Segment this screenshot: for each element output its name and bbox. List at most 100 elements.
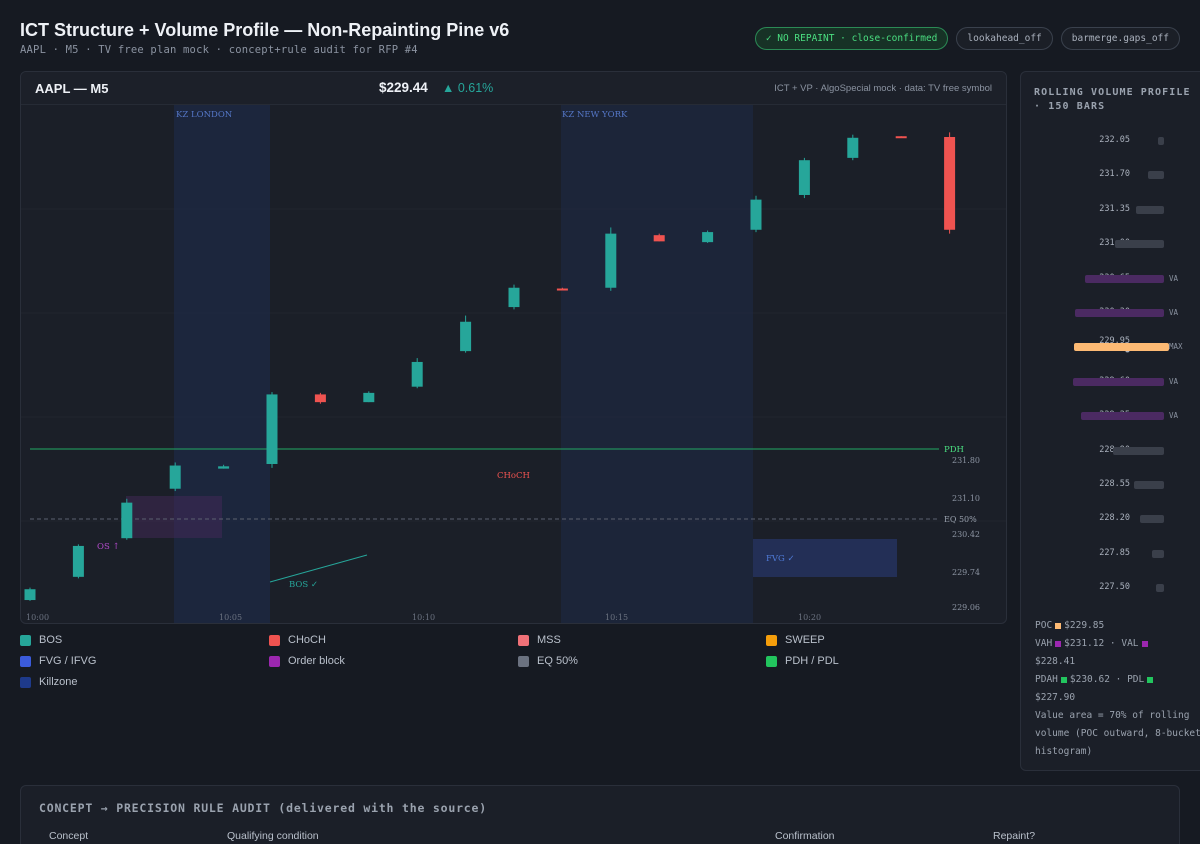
candle-body <box>653 235 665 242</box>
pdah-value: $230.62 · PDL <box>1069 674 1145 685</box>
volume-profile-row[interactable]: 232.05 <box>1021 134 1200 148</box>
volume-profile-bar <box>1135 205 1164 214</box>
volume-profile-bar <box>1115 240 1164 249</box>
legend-item[interactable]: CHoCH <box>269 634 326 646</box>
legend-item[interactable]: Killzone <box>20 676 78 688</box>
candle-body <box>363 392 375 403</box>
eq-label: EQ 50% <box>944 515 977 524</box>
candle-body <box>121 502 133 539</box>
volume-profile-panel: ROLLING VOLUME PROFILE · 150 BARS POC $22… <box>1020 71 1200 771</box>
volume-profile-title: ROLLING VOLUME PROFILE · 150 BARS <box>1034 87 1191 112</box>
time-tick-label: 10:10 <box>412 613 435 622</box>
pdh-label: PDH <box>944 445 964 455</box>
volume-profile-bar <box>1073 377 1164 386</box>
lookahead-badge[interactable]: lookahead_off <box>956 27 1053 50</box>
chart-legend: BOS CHoCH MSS SWEEP FVG / IFVG Order block EQ … <box>20 634 1020 698</box>
legend-item[interactable]: BOS <box>20 634 62 646</box>
candle-body <box>266 394 278 464</box>
legend-item[interactable]: MSS <box>518 634 561 646</box>
volume-profile-price: 232.05 <box>1099 135 1130 145</box>
legend-item[interactable]: Order block <box>269 655 345 667</box>
chart-panel: KZ LONDON KZ NEW YORK FVG ✓ PDH EQ 50% CHoCH O… <box>20 71 1007 624</box>
candle-body <box>798 160 810 195</box>
chart-meta: ICT + VP · AlgoSpecial mock · data: TV f… <box>774 83 992 94</box>
volume-profile-bar <box>1147 171 1164 180</box>
volume-profile-row[interactable]: 227.85 <box>1021 547 1200 561</box>
volume-profile-row[interactable]: 227.50 <box>1021 581 1200 595</box>
barmerge-badge[interactable]: barmerge.gaps_off <box>1060 27 1180 50</box>
legend-label: Killzone <box>39 676 78 688</box>
volume-profile-price: 231.70 <box>1099 169 1130 180</box>
volume-profile-row[interactable]: 229.25VA <box>1021 409 1200 423</box>
order-block-zone <box>126 496 222 538</box>
legend-item[interactable]: EQ 50% <box>518 655 578 667</box>
legend-item[interactable]: PDH / PDL <box>766 655 839 667</box>
legend-swatch <box>20 634 31 646</box>
candle-body <box>750 199 762 230</box>
y-tick-label: 231.80 <box>952 456 980 465</box>
volume-profile-tag: VA <box>1169 376 1179 386</box>
volume-profile-bar <box>1157 137 1164 145</box>
killzone-london-label: KZ LONDON <box>176 110 233 120</box>
volume-profile-price: 228.55 <box>1099 479 1130 489</box>
audit-col-concept[interactable]: Concept <box>49 830 89 842</box>
volume-profile-row[interactable]: 229.95 ●MAX <box>1021 337 1200 355</box>
candle-body <box>72 545 84 577</box>
legend-label: FVG / IFVG <box>39 655 97 667</box>
order-block-label: OS ↑ <box>97 542 120 552</box>
volume-profile-row[interactable]: 229.60VA <box>1021 375 1200 389</box>
y-tick-label: 230.42 <box>952 530 980 539</box>
bos-label: BOS ✓ <box>289 580 318 590</box>
pdl-value: $227.90 <box>1035 692 1076 703</box>
chart-price: $229.44 <box>379 80 428 95</box>
volume-profile-price: 227.85 <box>1099 547 1130 558</box>
volume-profile-row[interactable]: 230.30VA <box>1021 306 1200 320</box>
candle-body <box>169 465 181 489</box>
volume-profile-row[interactable]: 228.55 <box>1021 478 1200 492</box>
time-tick-label: 10:00 <box>26 613 49 622</box>
volume-profile-footer: POC $229.85 VAH $231.12 · VAL $228.41 PDAH… <box>1035 617 1200 761</box>
legend-label: Order block <box>288 655 345 667</box>
chart-header: AAPL — M5 $229.44 ▲ 0.61% ICT + VP · Alg… <box>21 72 1006 105</box>
time-tick-label: 10:05 <box>219 613 242 622</box>
vah-swatch <box>1055 640 1062 647</box>
volume-profile-row[interactable]: 231.00 <box>1021 237 1200 251</box>
volume-profile-row[interactable]: 231.35 <box>1021 203 1200 217</box>
volume-profile-bar <box>1155 584 1164 593</box>
legend-swatch <box>518 655 529 667</box>
audit-col-repaint[interactable]: Repaint? <box>993 830 1036 842</box>
volume-profile-price: 227.50 <box>1099 582 1130 593</box>
candle-body <box>411 361 423 387</box>
volume-profile-row[interactable]: 228.20 <box>1021 512 1200 526</box>
audit-col-condition[interactable]: Qualifying condition <box>227 830 319 842</box>
legend-item[interactable]: SWEEP <box>766 634 825 646</box>
choch-label: CHoCH <box>497 471 530 481</box>
legend-swatch <box>20 655 31 667</box>
volume-profile-row[interactable]: 230.65VA <box>1021 272 1200 286</box>
time-tick-label: 10:15 <box>605 613 628 622</box>
killzone-london <box>174 105 270 623</box>
legend-item[interactable]: FVG / IFVG <box>20 655 96 667</box>
page-subtitle: AAPL · M5 · TV free plan mock · concept+… <box>20 44 418 56</box>
volume-profile-bar <box>1081 412 1164 421</box>
legend-swatch <box>766 634 777 646</box>
volume-profile-row[interactable]: 231.70 <box>1021 168 1200 182</box>
val-swatch <box>1141 640 1148 647</box>
volume-profile-price: 231.00 <box>1099 238 1130 248</box>
audit-col-confirmation[interactable]: Confirmation <box>775 830 835 842</box>
legend-label: PDH / PDL <box>785 655 839 667</box>
volume-profile-tag: VA <box>1169 411 1179 421</box>
volume-profile-price: 228.20 <box>1099 513 1130 524</box>
chart-symbol: AAPL — M5 <box>35 81 109 96</box>
volume-profile-bar <box>1074 343 1169 352</box>
no-repaint-badge[interactable]: ✓ NO REPAINT · close-confirmed <box>754 27 949 50</box>
price-chart[interactable]: KZ LONDON KZ NEW YORK FVG ✓ PDH EQ 50% CHoCH O… <box>21 72 1007 624</box>
volume-profile-row[interactable]: 228.90 <box>1021 444 1200 458</box>
legend-swatch <box>518 634 529 646</box>
rule-audit-title: CONCEPT → PRECISION RULE AUDIT (delivere… <box>39 801 487 815</box>
pdah-label: PDAH <box>1035 674 1058 685</box>
val-value: $228.41 <box>1035 656 1076 667</box>
vah-value: $231.12 · VAL <box>1064 638 1139 649</box>
poc-swatch <box>1055 622 1062 629</box>
candle-body <box>895 136 907 139</box>
